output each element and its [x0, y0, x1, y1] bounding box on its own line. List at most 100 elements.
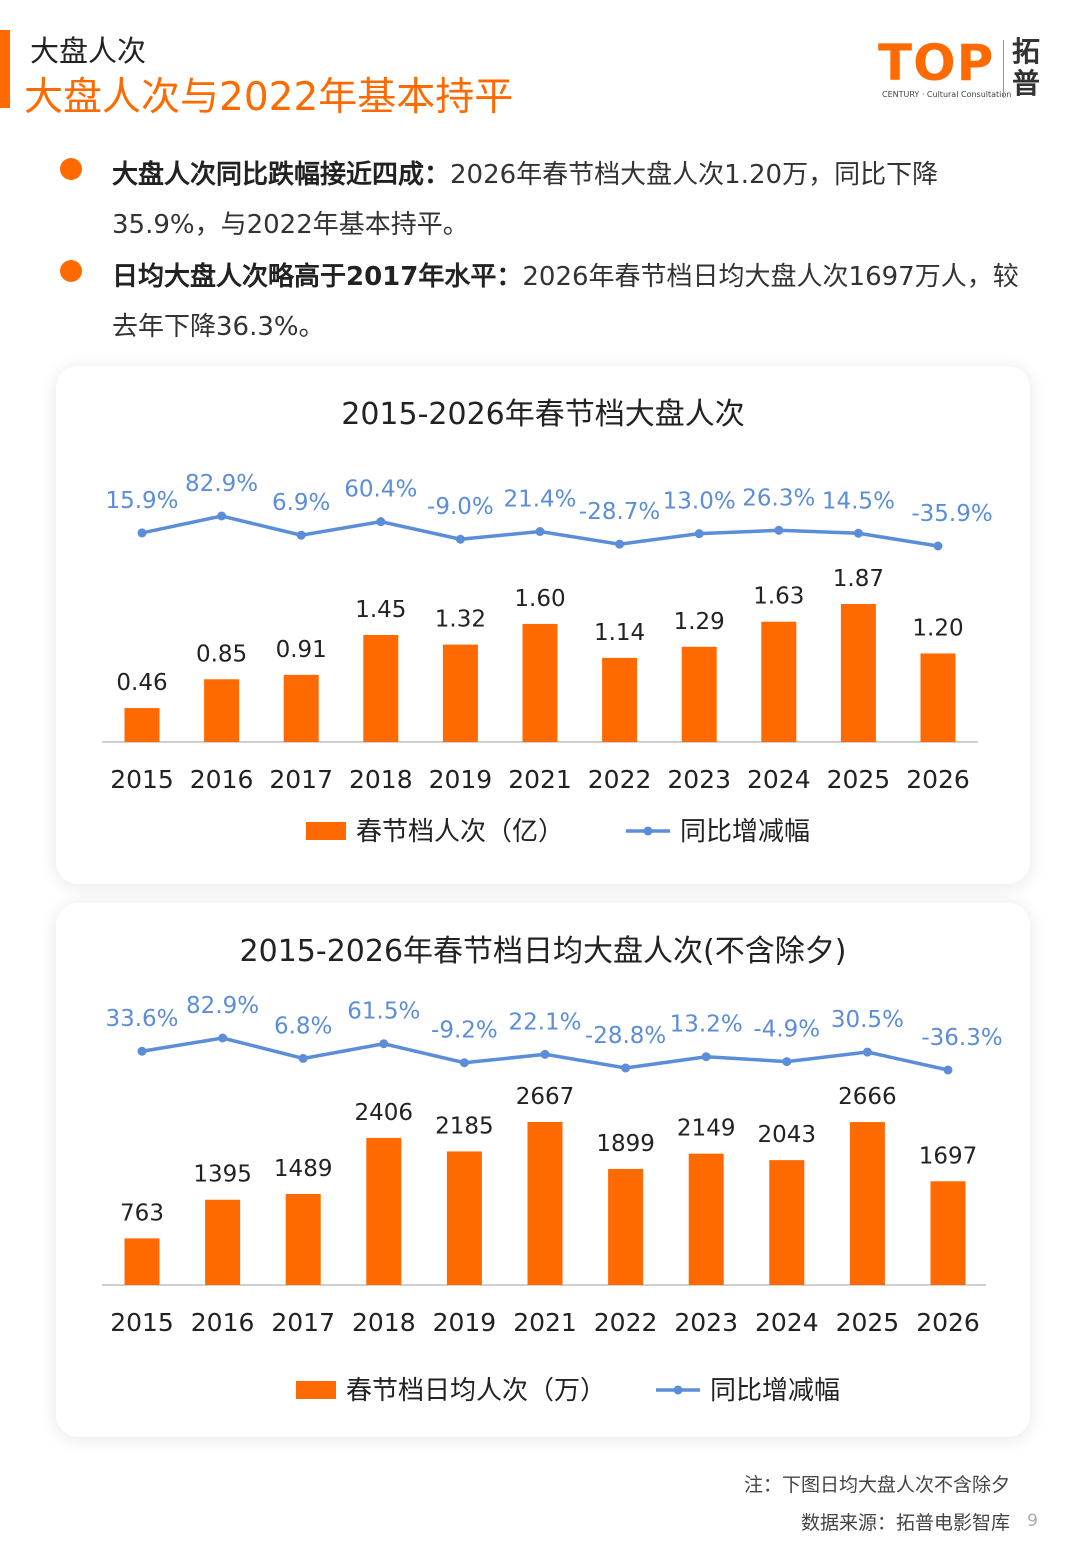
x-tick-label: 2026: [906, 765, 970, 794]
yoy-value-label: 21.4%: [503, 487, 576, 513]
x-tick-label: 2024: [755, 1308, 819, 1337]
yoy-value-label: -9.2%: [431, 1018, 498, 1044]
bar: [527, 1122, 563, 1285]
yoy-value-label: 6.9%: [272, 490, 330, 516]
summary-bullets: 大盘人次同比跌幅接近四成：2026年春节档大盘人次1.20万，同比下降35.9%…: [60, 150, 1040, 354]
yoy-point: [862, 1047, 872, 1057]
legend-bar-label: 春节档日均人次（万）: [346, 1376, 606, 1406]
x-tick-label: 2018: [352, 1308, 416, 1337]
bar: [442, 644, 478, 742]
x-tick-label: 2022: [594, 1308, 658, 1337]
bar-value-label: 1.63: [753, 584, 804, 610]
footnote: 注：下图日均大盘人次不含除夕: [743, 1474, 1010, 1496]
data-source: 数据来源：拓普电影智库: [800, 1512, 1010, 1534]
bar-value-label: 2667: [516, 1084, 575, 1110]
chart-title: 2015-2026年春节档日均大盘人次(不含除夕): [240, 934, 847, 969]
yoy-value-label: 13.0%: [663, 489, 736, 515]
x-tick-label: 2016: [191, 1308, 255, 1337]
bar: [522, 623, 558, 742]
bar: [761, 621, 797, 742]
yoy-value-label: 15.9%: [105, 488, 178, 514]
yoy-point: [376, 517, 386, 527]
legend-line-label: 同比增减幅: [680, 817, 810, 847]
x-tick-label: 2024: [747, 765, 811, 794]
bar-value-label: 763: [120, 1200, 164, 1226]
yoy-value-label: 61.5%: [347, 999, 420, 1025]
bar-value-label: 0.91: [276, 637, 327, 663]
bar: [930, 1181, 966, 1285]
bar-value-label: 0.85: [196, 641, 247, 667]
bar-value-label: 2406: [355, 1100, 414, 1126]
x-tick-label: 2019: [433, 1308, 497, 1337]
x-tick-label: 2021: [513, 1308, 577, 1337]
bar-value-label: 2666: [838, 1084, 897, 1110]
chart-title: 2015-2026年春节档大盘人次: [341, 397, 745, 432]
yoy-value-label: 60.4%: [344, 477, 417, 503]
bar-value-label: 1899: [596, 1131, 655, 1157]
bar-value-label: 1.29: [674, 609, 725, 635]
yoy-value-label: -9.0%: [427, 494, 494, 520]
bullet-item: 日均大盘人次略高于2017年水平：2026年春节档日均大盘人次1697万人，较去…: [60, 252, 1040, 352]
chart-card-daily: 2015-2026年春节档日均大盘人次(不含除夕) 763 1395 1489 2406…: [56, 903, 1030, 1437]
yoy-point: [694, 529, 704, 539]
bar-value-label: 1489: [274, 1156, 333, 1182]
legend-bar-swatch: [296, 1381, 336, 1399]
yoy-value-label: -4.9%: [753, 1017, 820, 1043]
bar-value-label: 2043: [758, 1122, 817, 1148]
x-tick-label: 2023: [674, 1308, 738, 1337]
bar: [608, 1168, 644, 1285]
yoy-value-label: -36.3%: [921, 1025, 1002, 1051]
yoy-point: [217, 511, 227, 521]
x-tick-label: 2018: [349, 765, 413, 794]
bar: [124, 1238, 160, 1285]
bar-value-label: 2149: [677, 1116, 736, 1142]
bar: [769, 1160, 805, 1285]
bar: [840, 604, 876, 742]
x-tick-label: 2022: [588, 765, 652, 794]
yoy-point: [379, 1039, 389, 1049]
logo-divider: [1003, 40, 1004, 98]
x-tick-label: 2016: [190, 765, 254, 794]
yoy-point: [298, 1053, 308, 1063]
yoy-value-label: -28.7%: [579, 499, 660, 525]
bar: [366, 1137, 402, 1285]
x-tick-label: 2015: [110, 1308, 174, 1337]
bar-value-label: 1.45: [355, 597, 406, 623]
bar: [205, 1199, 241, 1285]
chart-legend: 春节档日均人次（万） 同比增减幅: [296, 1376, 840, 1406]
yoy-value-label: 82.9%: [185, 471, 258, 497]
bar: [285, 1193, 321, 1285]
bar: [204, 679, 240, 742]
yoy-value-label: 82.9%: [186, 993, 259, 1019]
yoy-point: [943, 1065, 953, 1075]
yoy-value-label: -28.8%: [585, 1023, 666, 1049]
yoy-value-label: 22.1%: [508, 1009, 581, 1035]
chart-daily-admissions: 2015-2026年春节档日均大盘人次(不含除夕) 763 1395 1489 2406…: [102, 934, 1003, 1406]
logo-subtitle: CENTURY · Cultural Consultation: [882, 90, 1012, 99]
yoy-point: [782, 1057, 792, 1067]
yoy-point: [459, 1058, 469, 1068]
yoy-point: [455, 534, 465, 544]
bullet-item: 大盘人次同比跌幅接近四成：2026年春节档大盘人次1.20万，同比下降35.9%…: [60, 150, 1040, 250]
bar-value-label: 1.32: [435, 607, 486, 633]
bar: [124, 708, 160, 742]
x-tick-label: 2026: [916, 1308, 980, 1337]
yoy-value-label: 30.5%: [831, 1007, 904, 1033]
bullet-lead: 大盘人次同比跌幅接近四成：: [112, 160, 451, 190]
bar: [602, 657, 638, 742]
x-tick-label: 2017: [269, 765, 333, 794]
bar: [446, 1151, 482, 1285]
bullet-lead: 日均大盘人次略高于2017年水平：: [112, 262, 523, 292]
bar: [688, 1153, 724, 1285]
legend-bar-label: 春节档人次（亿）: [356, 817, 564, 847]
yoy-value-label: 13.2%: [670, 1012, 743, 1038]
bar: [920, 653, 956, 742]
legend-bar-swatch: [306, 822, 346, 840]
bar: [363, 634, 399, 742]
bar-value-label: 1.60: [514, 586, 565, 612]
chart-total-admissions: 2015-2026年春节档大盘人次 0.46 0.85 0.91 1.45 1.32 1.6…: [102, 397, 993, 847]
legend-line-label: 同比增减幅: [710, 1376, 840, 1406]
x-tick-label: 2025: [827, 765, 891, 794]
yoy-point: [218, 1033, 228, 1043]
yoy-value-label: 33.6%: [105, 1006, 178, 1032]
